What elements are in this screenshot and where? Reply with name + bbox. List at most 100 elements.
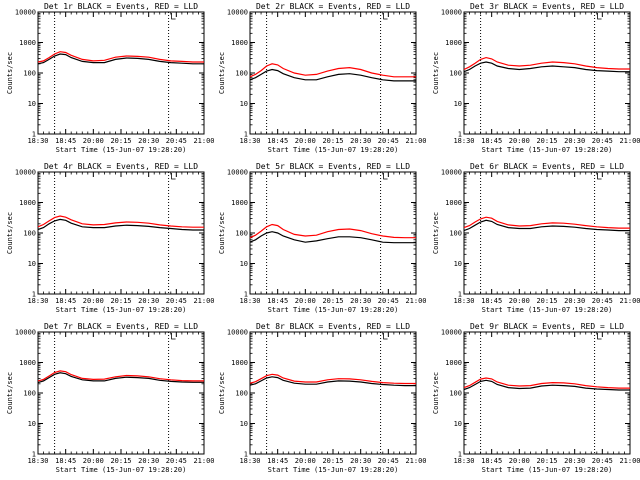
x-tick-label: 20:15	[110, 137, 131, 145]
y-tick-label: 10000	[441, 329, 462, 337]
y-tick-label: 1000	[445, 39, 462, 47]
events-series-line	[249, 231, 416, 244]
x-tick-label: 20:30	[138, 457, 159, 465]
plot-frame	[37, 11, 205, 135]
x-tick-label: 20:00	[83, 297, 104, 305]
x-tick-label: 20:45	[166, 297, 187, 305]
y-tick-label: 10000	[15, 9, 36, 17]
x-tick-label: 20:30	[350, 297, 371, 305]
x-tick-label: 20:15	[322, 297, 343, 305]
marker-bracket	[383, 173, 388, 180]
y-tick-label: 100	[449, 70, 462, 78]
panel-title: Det 3r BLACK = Events, RED = LLD	[470, 2, 624, 11]
y-tick-label: 10	[28, 260, 36, 268]
y-tick-label: 1	[244, 131, 248, 139]
plot-frame	[37, 171, 205, 295]
y-tick-label: 100	[449, 390, 462, 398]
y-tick-label: 1	[458, 451, 462, 459]
y-tick-label: 100	[23, 70, 36, 78]
y-axis-label: Counts/sec	[218, 52, 226, 94]
y-tick-label: 10000	[227, 169, 248, 177]
x-tick-label: 20:00	[295, 137, 316, 145]
x-tick-label: 18:45	[55, 297, 76, 305]
lld-series-line	[37, 51, 204, 63]
x-tick-label: 20:30	[350, 457, 371, 465]
x-tick-label: 20:45	[592, 457, 613, 465]
panel-title: Det 9r BLACK = Events, RED = LLD	[470, 322, 624, 331]
x-tick-label: 18:30	[453, 297, 474, 305]
y-tick-label: 10000	[227, 329, 248, 337]
y-tick-label: 1	[458, 291, 462, 299]
y-tick-label: 1	[244, 291, 248, 299]
x-tick-label: 20:15	[536, 137, 557, 145]
detector-panel-8: Det 8r BLACK = Events, RED = LLD 1 10 100 10…	[218, 322, 427, 474]
x-tick-label: 20:15	[110, 457, 131, 465]
y-tick-label: 1000	[445, 359, 462, 367]
plot-frame	[249, 11, 417, 135]
panel-title: Det 6r BLACK = Events, RED = LLD	[470, 162, 624, 171]
x-tick-label: 20:30	[564, 457, 585, 465]
y-tick-label: 10	[240, 100, 248, 108]
y-tick-label: 10000	[15, 169, 36, 177]
y-tick-label: 1000	[19, 359, 36, 367]
y-axis-label: Counts/sec	[218, 372, 226, 414]
x-tick-label: 18:45	[267, 137, 288, 145]
marker-bracket	[383, 13, 388, 20]
y-axis-label: Counts/sec	[432, 372, 440, 414]
x-tick-label: 20:00	[509, 137, 530, 145]
x-tick-label: 21:00	[193, 457, 214, 465]
plot-frame	[249, 171, 417, 295]
lld-series-line	[463, 56, 630, 71]
marker-bracket	[171, 173, 176, 180]
x-tick-label: 18:45	[481, 297, 502, 305]
x-tick-label: 18:30	[27, 297, 48, 305]
x-tick-label: 20:15	[110, 297, 131, 305]
panel-title: Det 2r BLACK = Events, RED = LLD	[256, 2, 410, 11]
panel-title: Det 1r BLACK = Events, RED = LLD	[44, 2, 198, 11]
x-tick-label: 21:00	[405, 137, 426, 145]
detector-panel-3: Det 3r BLACK = Events, RED = LLD 1 10 100 10…	[432, 2, 640, 154]
marker-bracket	[171, 13, 176, 20]
y-tick-label: 1000	[19, 39, 36, 47]
marker-bracket	[597, 333, 602, 340]
marker-bracket	[171, 333, 176, 340]
x-tick-label: 21:00	[619, 137, 640, 145]
events-series-line	[37, 53, 204, 65]
y-tick-label: 1000	[231, 359, 248, 367]
y-tick-label: 100	[235, 390, 248, 398]
y-tick-label: 10	[28, 100, 36, 108]
y-tick-label: 1	[32, 451, 36, 459]
x-axis-label: Start Time (15-Jun-07 19:28:20)	[268, 306, 399, 314]
x-tick-label: 18:30	[27, 457, 48, 465]
detector-panel-5: Det 5r BLACK = Events, RED = LLD 1 10 100 10…	[218, 162, 427, 314]
y-tick-label: 100	[449, 230, 462, 238]
lld-series-line	[37, 215, 204, 228]
x-tick-label: 18:30	[453, 137, 474, 145]
x-tick-label: 20:00	[83, 457, 104, 465]
x-tick-label: 21:00	[193, 137, 214, 145]
x-tick-label: 20:30	[350, 137, 371, 145]
panel-title: Det 5r BLACK = Events, RED = LLD	[256, 162, 410, 171]
lld-series-line	[463, 377, 630, 389]
x-tick-label: 21:00	[193, 297, 214, 305]
x-tick-label: 20:00	[295, 297, 316, 305]
y-tick-label: 100	[23, 390, 36, 398]
y-tick-label: 1	[458, 131, 462, 139]
plot-frame	[463, 331, 631, 455]
x-axis-label: Start Time (15-Jun-07 19:28:20)	[482, 146, 613, 154]
events-series-line	[37, 218, 204, 231]
y-tick-label: 1000	[231, 39, 248, 47]
x-tick-label: 20:15	[322, 137, 343, 145]
plot-frame	[249, 331, 417, 455]
detector-panel-2: Det 2r BLACK = Events, RED = LLD 1 10 100 10…	[218, 2, 427, 154]
x-tick-label: 20:45	[592, 297, 613, 305]
x-tick-label: 20:45	[378, 457, 399, 465]
lld-series-line	[249, 373, 416, 385]
x-axis-label: Start Time (15-Jun-07 19:28:20)	[56, 306, 187, 314]
y-axis-label: Counts/sec	[6, 212, 14, 254]
detector-panel-1: Det 1r BLACK = Events, RED = LLD 1 10 100 10…	[6, 2, 215, 154]
x-tick-label: 21:00	[619, 297, 640, 305]
y-tick-label: 10000	[15, 329, 36, 337]
detector-panel-7: Det 7r BLACK = Events, RED = LLD 1 10 100 10…	[6, 322, 215, 474]
y-tick-label: 10	[240, 420, 248, 428]
